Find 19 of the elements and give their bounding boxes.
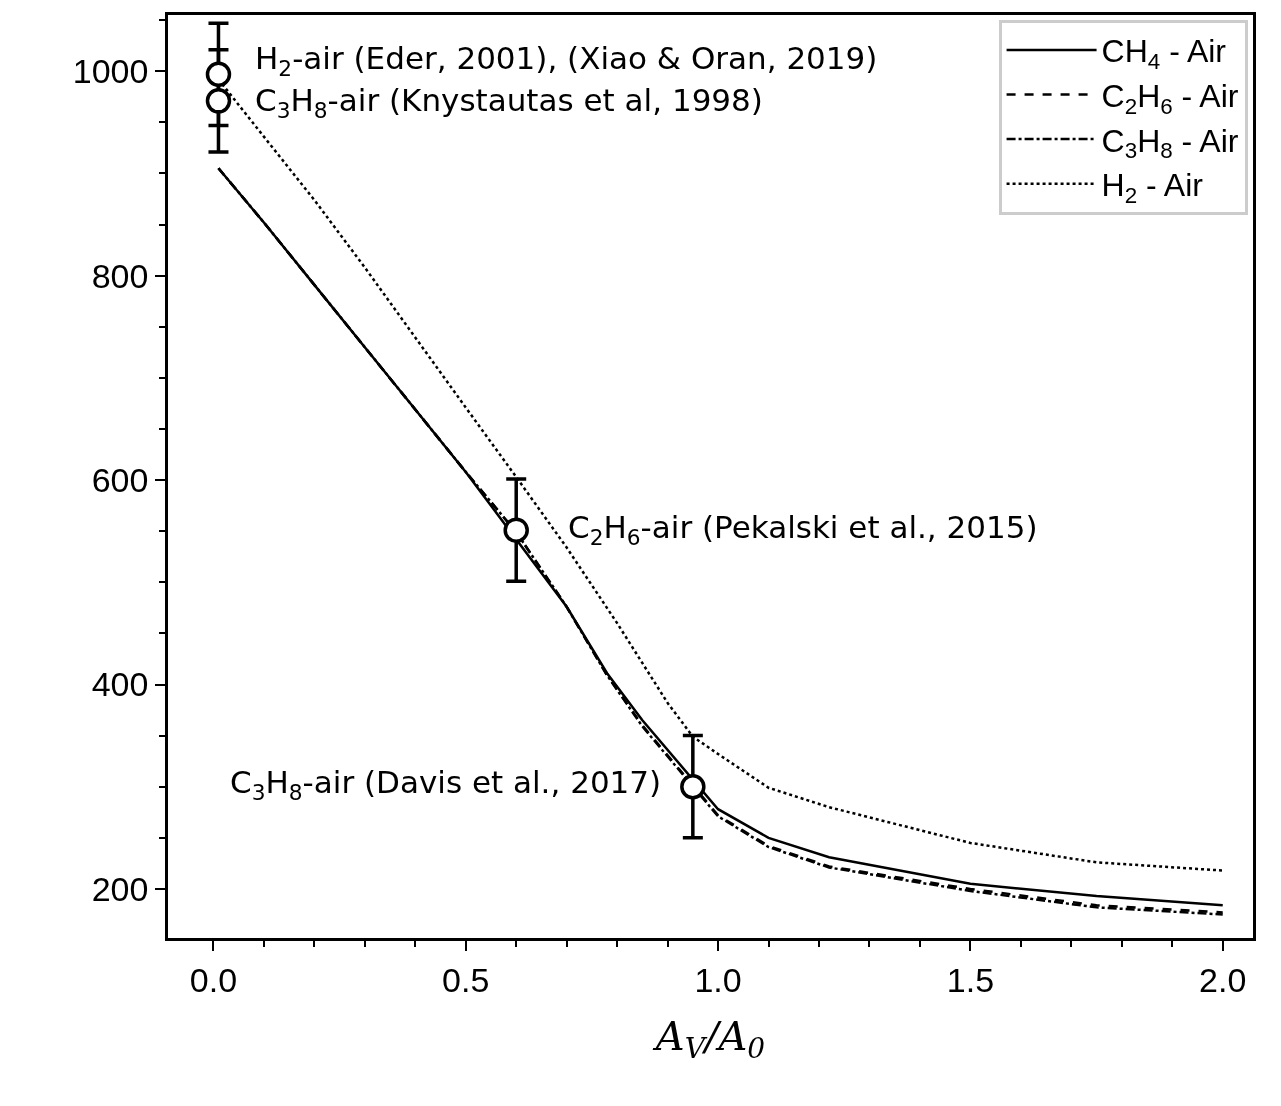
x-tick-label: 2.0 — [1199, 960, 1247, 999]
x-axis-title: A$_{V}$/A$_{0}$ — [651, 1013, 766, 1066]
x-tick-label: 1.0 — [694, 960, 742, 999]
y-tick-label: 200 — [91, 869, 149, 908]
legend-label: CH$_{4}$ - Air — [1101, 33, 1227, 75]
y-tick-label: 800 — [91, 256, 149, 295]
x-tick-label: 0.5 — [442, 960, 490, 999]
annotation: C$_{2}$H$_{6}$-air (Pekalski et al., 2015) — [568, 509, 1038, 550]
y-tick-label: 400 — [91, 665, 149, 704]
x-tick-label: 0.0 — [189, 960, 238, 999]
y-tick-label: 1000 — [72, 52, 149, 91]
legend-label: H$_{2}$ - Air — [1101, 167, 1204, 208]
annotation: C$_{3}$H$_{8}$-air (Knystautas et al, 1998) — [255, 82, 763, 123]
y-tick-label: 600 — [91, 460, 149, 499]
legend-label: C$_{2}$H$_{6}$ - Air — [1101, 78, 1239, 119]
x-tick-label: 1.5 — [946, 960, 995, 999]
annotation: C$_{3}$H$_{8}$-air (Davis et al., 2017) — [230, 764, 662, 805]
annotation: H$_{2}$-air (Eder, 2001), (Xiao & Oran, 2019) — [255, 40, 878, 81]
legend-label: C$_{3}$H$_{8}$ - Air — [1101, 122, 1239, 164]
